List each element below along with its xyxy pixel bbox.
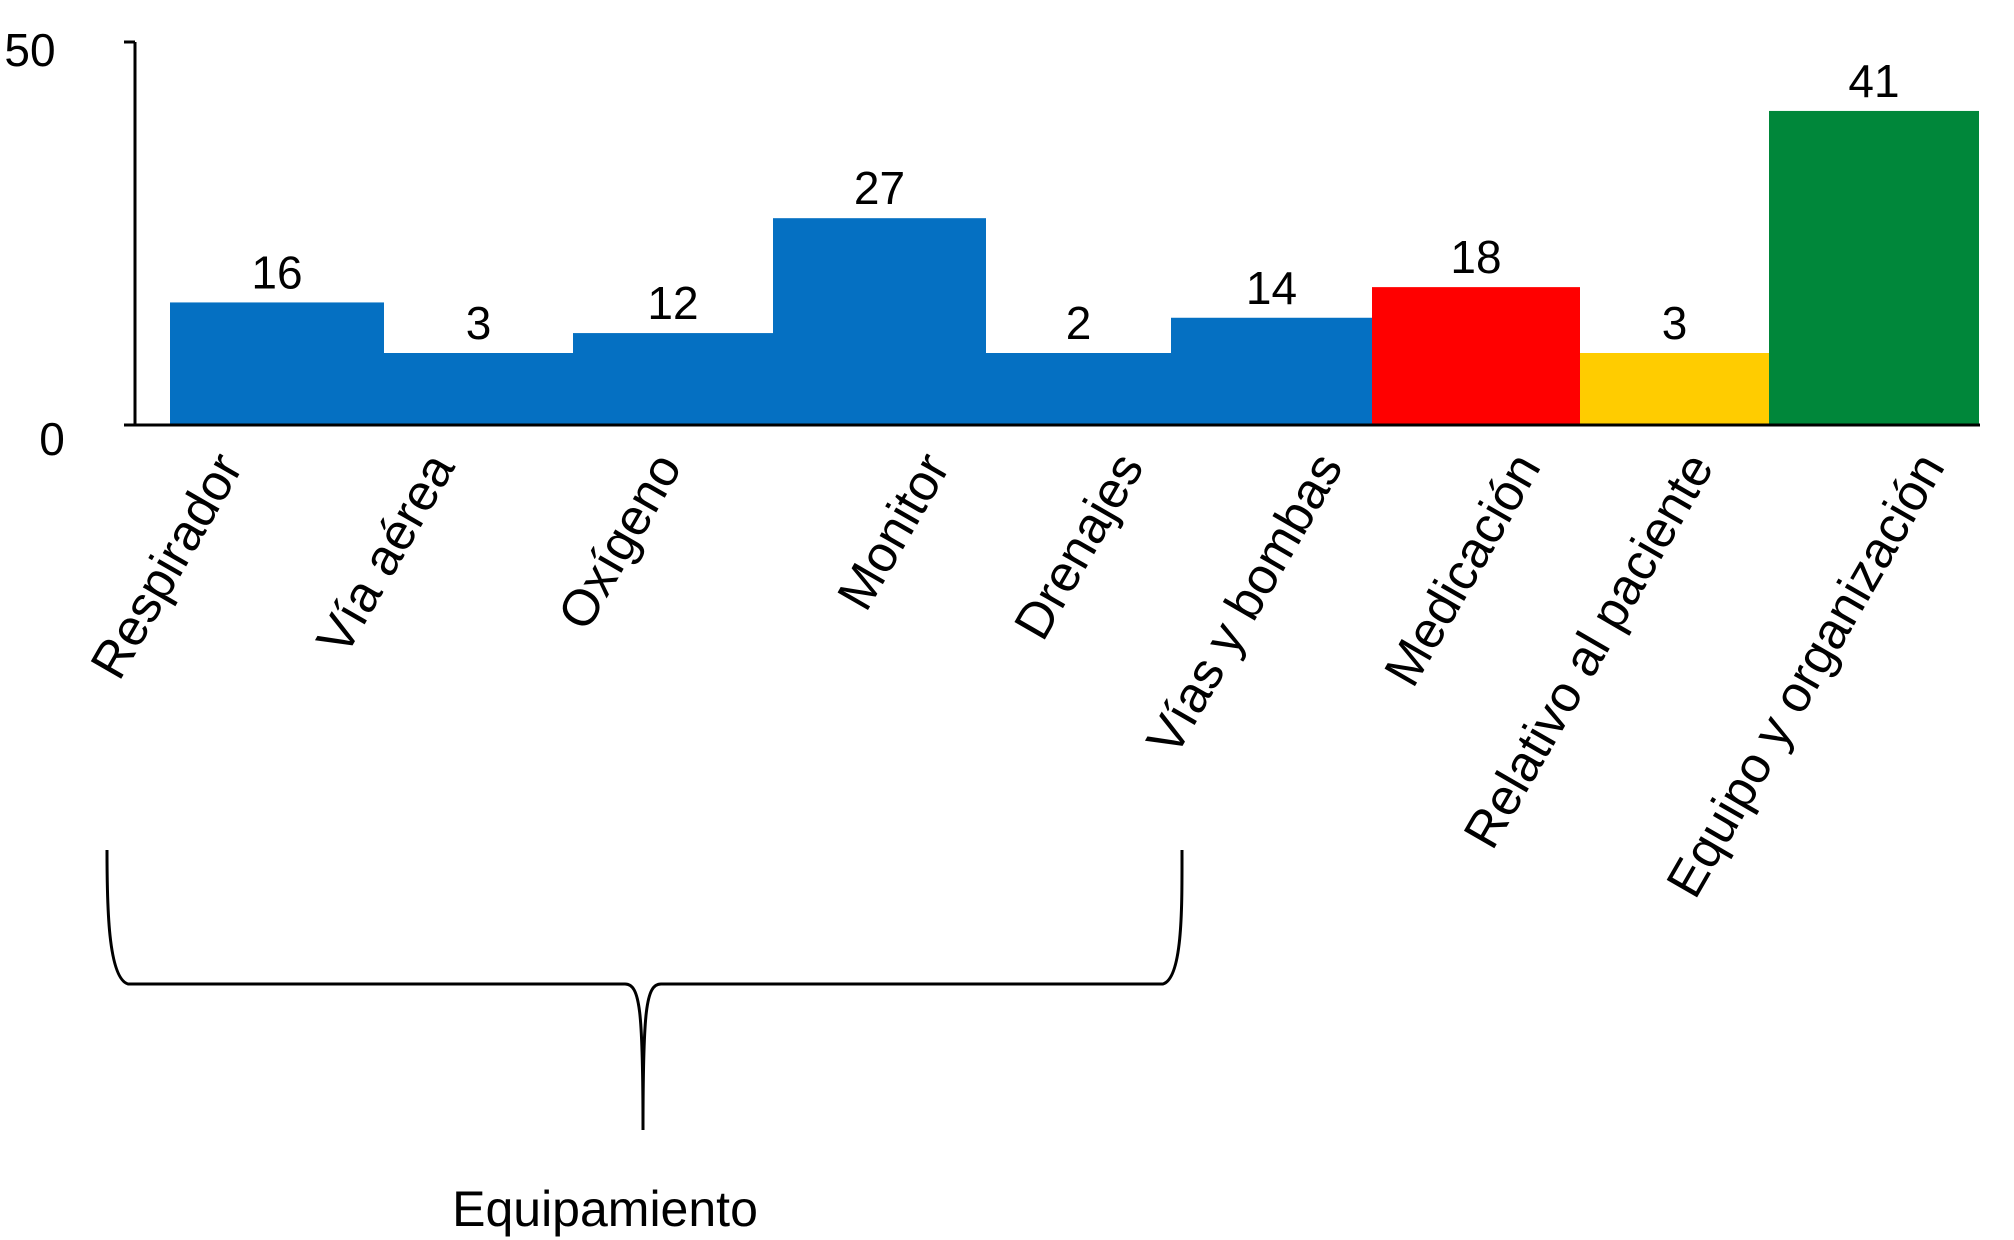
category-label-medicacion: Medicación — [1373, 443, 1551, 695]
category-label-drenajes: Drenajes — [1003, 443, 1154, 648]
data-label-vias-y-bombas: 14 — [1246, 262, 1297, 314]
bar-equipo-y-organizacion — [1769, 110, 1979, 425]
bar-relativo-al-paciente — [1580, 353, 1769, 425]
category-label-monitor: Monitor — [826, 443, 960, 619]
data-label-respirador: 16 — [251, 246, 302, 298]
category-label-via-aerea: Vía aérea — [305, 443, 465, 664]
data-label-drenajes: 2 — [1066, 297, 1092, 349]
bar-drenajes — [986, 353, 1171, 425]
data-label-medicacion: 18 — [1450, 231, 1501, 283]
bar-via-aerea — [384, 353, 573, 425]
category-label-oxigeno: Oxígeno — [547, 443, 693, 638]
bar-oxigeno — [573, 333, 773, 425]
category-label-vias-y-bombas: Vías y bombas — [1135, 443, 1353, 764]
category-label-respirador: Respirador — [79, 443, 253, 688]
data-label-relativo-al-paciente: 3 — [1662, 297, 1688, 349]
bar-medicacion — [1372, 287, 1580, 425]
data-label-via-aerea: 3 — [466, 297, 492, 349]
bar-vias-y-bombas — [1171, 317, 1372, 425]
category-labels-group: Respirador Vía aérea Oxígeno Monitor Drenaje… — [79, 443, 1955, 907]
data-label-oxigeno: 12 — [647, 277, 698, 329]
equipamiento-bracket — [105, 849, 1184, 1131]
y-tick-label-50: 50 — [4, 24, 55, 76]
data-labels-group: 16 3 12 27 2 14 18 3 41 — [251, 55, 1899, 349]
data-label-monitor: 27 — [854, 162, 905, 214]
equipamiento-label: Equipamiento — [452, 1181, 758, 1237]
y-tick-label-0: 0 — [39, 413, 65, 465]
data-label-equipo-y-organizacion: 41 — [1848, 55, 1899, 107]
bar-respirador — [170, 302, 384, 425]
bars-group — [170, 110, 1979, 425]
bar-monitor — [773, 218, 986, 425]
